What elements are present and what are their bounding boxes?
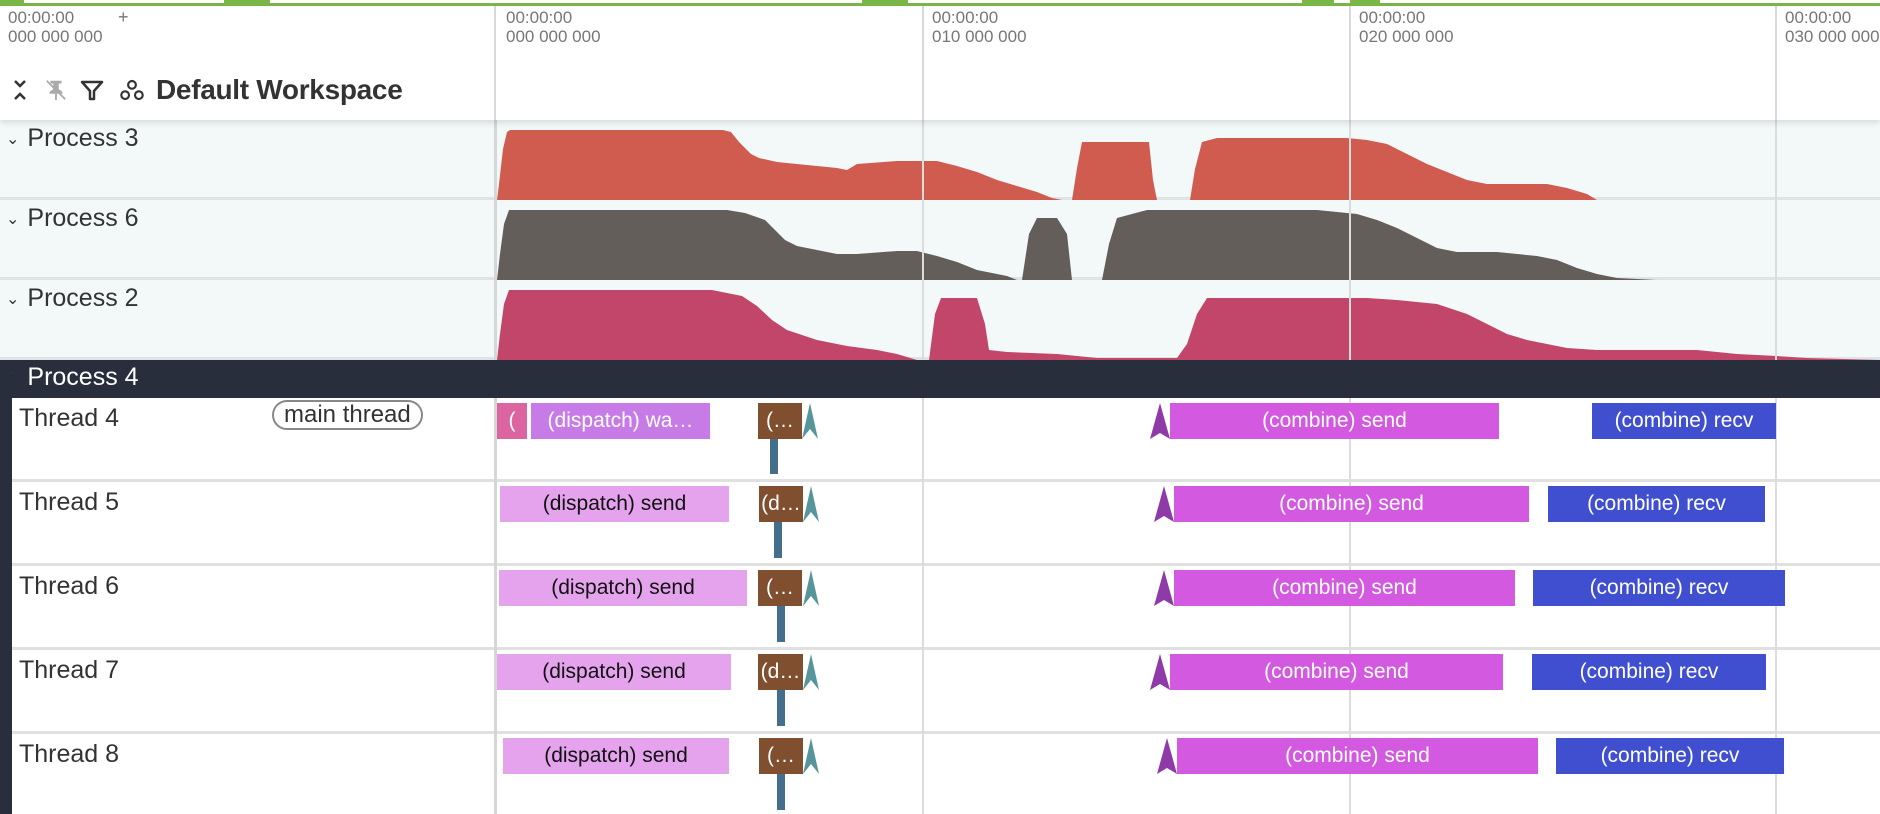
workspace-title[interactable]: Default Workspace <box>156 74 403 105</box>
slice[interactable]: (combine) recv <box>1548 486 1765 522</box>
timeline-overview-bar[interactable] <box>0 0 1880 6</box>
slice[interactable]: (… <box>759 738 803 774</box>
thread-row-4[interactable]: Thread 4 main thread <box>12 398 1880 482</box>
process-6-label[interactable]: ⌄ Process 6 <box>6 204 139 232</box>
slice[interactable]: (… <box>758 403 802 439</box>
process-4-header[interactable]: ⌃ Process 4 <box>0 360 1880 398</box>
process-2-cpu-chart <box>497 290 1880 360</box>
slice[interactable]: (dispatch) send <box>500 486 729 522</box>
slice[interactable]: ( <box>497 403 527 439</box>
slice[interactable]: (dispatch) send <box>497 654 731 690</box>
slice[interactable]: (combine) recv <box>1532 654 1766 690</box>
slice[interactable]: (combine) send <box>1170 403 1499 439</box>
thread-4-label: Thread 4 <box>19 404 120 432</box>
flow-connector <box>777 774 785 810</box>
slice[interactable]: (d… <box>758 654 803 690</box>
slice[interactable]: (combine) send <box>1177 738 1538 774</box>
process-6-cpu-chart <box>497 210 1657 280</box>
thread-row-6[interactable]: Thread 6 <box>12 566 1880 650</box>
process-3-label[interactable]: ⌄ Process 3 <box>6 124 139 152</box>
slice[interactable]: (combine) recv <box>1592 403 1776 439</box>
panel-divider[interactable] <box>494 120 497 814</box>
filter-icon[interactable] <box>80 78 104 102</box>
time-tick-3: 00:00:00 030 000 000 <box>1785 8 1880 46</box>
slice[interactable]: (dispatch) wa… <box>531 403 710 439</box>
thread-6-label: Thread 6 <box>19 572 120 600</box>
slice[interactable]: (combine) send <box>1170 654 1503 690</box>
slice[interactable]: (combine) send <box>1174 570 1515 606</box>
time-tick-1: 00:00:00 010 000 000 <box>932 8 1027 46</box>
slice[interactable]: (dispatch) send <box>499 570 747 606</box>
cursor-timestamp: 00:00:00 000 000 000 <box>8 8 103 46</box>
flow-connector <box>777 690 785 726</box>
slice[interactable]: (… <box>758 570 802 606</box>
process-3-cpu-chart <box>497 130 1597 200</box>
chevron-down-icon[interactable]: ⌄ <box>6 210 20 228</box>
header-divider[interactable] <box>494 6 496 120</box>
workspace-toolbar: Default Workspace <box>8 70 403 110</box>
slice[interactable]: (d… <box>759 486 803 522</box>
flow-connector <box>774 522 782 558</box>
slice[interactable]: (dispatch) send <box>503 738 729 774</box>
collapse-all-icon[interactable] <box>8 78 32 102</box>
chevron-down-icon[interactable]: ⌄ <box>6 290 20 308</box>
slice[interactable]: (combine) send <box>1174 486 1529 522</box>
add-marker-button[interactable]: + <box>118 7 129 27</box>
thread-8-label: Thread 8 <box>19 740 120 768</box>
process-4-label[interactable]: ⌃ Process 4 <box>6 363 139 391</box>
process-4-indent-bar <box>0 398 12 814</box>
main-thread-badge: main thread <box>272 400 423 430</box>
chevron-up-icon[interactable]: ⌃ <box>6 369 20 387</box>
flow-connector <box>770 439 778 474</box>
time-tick-0: 00:00:00 000 000 000 <box>506 8 601 46</box>
workspace-icon[interactable] <box>120 78 144 102</box>
thread-5-label: Thread 5 <box>19 488 120 516</box>
chevron-down-icon[interactable]: ⌄ <box>6 130 20 148</box>
unpin-icon[interactable] <box>44 78 68 102</box>
slice[interactable]: (combine) recv <box>1533 570 1785 606</box>
time-tick-2: 00:00:00 020 000 000 <box>1359 8 1454 46</box>
timeline-header: 00:00:00 000 000 000 + 00:00:00 000 000 0… <box>0 6 1880 120</box>
process-2-label[interactable]: ⌄ Process 2 <box>6 284 139 312</box>
slice[interactable]: (combine) recv <box>1556 738 1784 774</box>
flow-connector <box>777 606 785 642</box>
thread-7-label: Thread 7 <box>19 656 120 684</box>
